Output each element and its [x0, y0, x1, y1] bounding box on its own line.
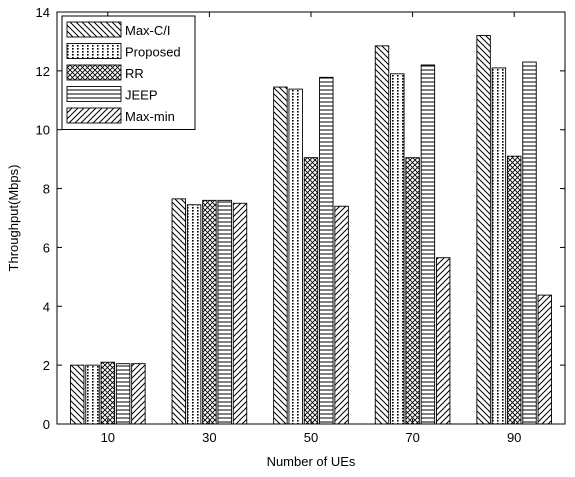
legend-swatch-max-min: [66, 107, 122, 124]
y-axis-label: Throughput(Mbps): [6, 165, 21, 272]
y-tick-label: 2: [43, 358, 50, 373]
bar-max-min-70: [436, 257, 451, 425]
legend-label-jeep: JEEP: [125, 88, 158, 103]
y-tick-label: 8: [43, 182, 50, 197]
legend: Max-C/I Proposed RR JEEP Max-min: [61, 15, 196, 130]
x-axis: 10 30 50 70 90: [101, 12, 521, 445]
legend-swatch-rr: [66, 64, 122, 81]
x-tick-label: 70: [405, 430, 419, 445]
bar-max-min-50: [334, 205, 349, 425]
y-tick-label: 14: [36, 5, 50, 20]
x-tick-label: 30: [202, 430, 216, 445]
bar-jeep-10: [115, 363, 131, 425]
bar-jeep-30: [217, 199, 232, 425]
bar-rr-30: [202, 199, 217, 425]
legend-swatch-jeep: [66, 86, 122, 102]
legend-swatch-proposed: [66, 43, 122, 59]
y-tick-label: 6: [43, 240, 50, 255]
bar-max-min-30: [232, 202, 248, 425]
bars-group: [69, 35, 552, 425]
bar-proposed-70: [390, 73, 405, 425]
bar-rr-50: [303, 157, 319, 425]
bar-max-c-i-30: [171, 198, 187, 425]
legend-swatch-max-c-i: [66, 21, 122, 38]
x-tick-label: 90: [507, 430, 521, 445]
bar-max-c-i-70: [374, 45, 390, 425]
bar-rr-10: [100, 361, 116, 425]
legend-label-max-c-i: Max-C/I: [125, 23, 171, 38]
y-tick-label: 10: [36, 123, 50, 138]
bar-max-c-i-90: [476, 35, 491, 425]
y-tick-label: 4: [43, 299, 50, 314]
legend-label-proposed: Proposed: [125, 45, 181, 60]
legend-label-max-min: Max-min: [125, 109, 175, 124]
bar-jeep-70: [420, 64, 436, 425]
y-tick-label: 0: [43, 417, 50, 432]
y-axis: 0 2 4 6 8 10 12 14: [36, 5, 565, 432]
bar-rr-70: [405, 157, 420, 425]
bar-proposed-50: [288, 88, 303, 425]
bar-jeep-90: [522, 61, 537, 425]
bar-max-c-i-10: [69, 364, 85, 425]
y-tick-label: 12: [36, 64, 50, 79]
bar-rr-90: [507, 155, 522, 425]
x-tick-label: 10: [101, 430, 115, 445]
legend-label-rr: RR: [125, 66, 144, 81]
bar-proposed-10: [85, 364, 100, 425]
bar-max-c-i-50: [273, 86, 288, 425]
bar-proposed-30: [186, 204, 202, 425]
x-axis-label: Number of UEs: [267, 454, 356, 469]
bar-jeep-50: [319, 76, 334, 425]
x-tick-label: 50: [304, 430, 318, 445]
bar-max-min-90: [537, 294, 552, 425]
bar-proposed-90: [491, 67, 507, 425]
bar-max-min-10: [131, 363, 146, 425]
